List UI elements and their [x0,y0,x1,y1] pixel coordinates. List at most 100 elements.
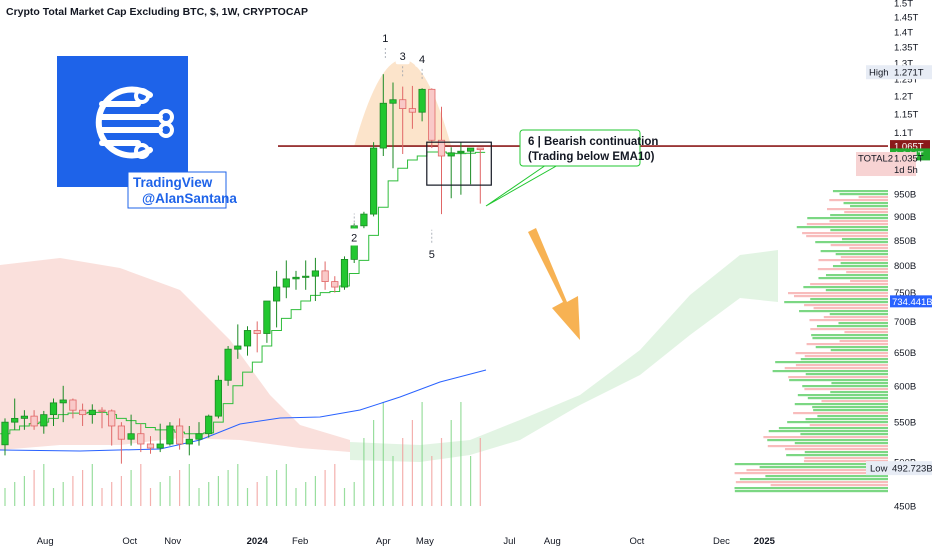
candle-body[interactable] [117,425,125,440]
volume-bar [373,420,375,506]
candle-body[interactable] [137,433,145,445]
volume-profile-row [734,463,888,466]
candle-body[interactable] [447,152,455,157]
volume-bar [450,420,452,506]
watermark-text-box [127,171,227,209]
candle-body[interactable] [30,415,38,427]
candle-body[interactable] [428,88,436,141]
volume-profile-row [838,322,888,325]
volume-profile-row [784,301,888,304]
candle-body[interactable] [175,425,184,445]
candle-body[interactable] [69,399,77,411]
candle-body[interactable] [98,409,106,412]
watermark-line-2: @AlanSantana [142,191,237,206]
candle-body[interactable] [399,99,407,109]
volume-profile-row [821,400,888,403]
candle-body[interactable] [457,150,465,154]
candle-body[interactable] [195,433,203,440]
volume-profile-row [807,217,888,220]
candle-body[interactable] [369,147,378,215]
price-axis[interactable]: 450B500B550B600B650B700B750B800B850B900B… [888,0,932,550]
candle-body[interactable] [389,99,397,104]
candle-body[interactable] [59,399,67,404]
volume-profile-row [767,439,888,442]
candle-body[interactable] [302,275,310,278]
volume-profile-row [813,409,888,412]
candle-body[interactable] [331,281,339,288]
logo-glyph [95,86,174,159]
candle-body[interactable] [108,410,116,427]
bearish-arrow [528,228,580,340]
candle-body[interactable] [1,421,9,446]
candle-body[interactable] [437,139,446,157]
consolidation-box[interactable] [426,141,492,186]
candle-body[interactable] [476,147,484,151]
candle-body[interactable] [418,88,426,113]
candle-body[interactable] [311,270,320,277]
volume-bar [111,482,113,506]
candle-body[interactable] [185,438,193,445]
candle-body[interactable] [79,409,87,416]
volume-profile-row [802,232,888,235]
candle-body[interactable] [234,345,242,350]
candle-body[interactable] [214,379,222,417]
candle-body[interactable] [360,213,368,227]
callout-annotation[interactable]: 6 | Bearish continuation (Trading below … [485,129,658,207]
candle-body[interactable] [408,108,417,113]
candle-body[interactable] [146,443,155,449]
candle-body[interactable] [224,348,232,381]
candle-body[interactable] [253,330,261,334]
candle-body[interactable] [88,409,96,416]
volume-profile-row [818,259,888,262]
volume-profile-row [827,208,888,211]
volume-profile-row [858,196,888,199]
candle-body[interactable] [40,414,48,427]
high-value: 1.271T [894,68,924,79]
volume-profile-row [793,412,888,415]
symbol-label: TOTAL2 [858,154,893,165]
volume-bar [52,488,55,506]
time-tick-label: 2024 [247,536,269,547]
candle-body[interactable] [263,300,271,334]
logo-node [134,143,150,159]
candle-body[interactable] [20,415,29,419]
candle-body[interactable] [321,270,329,282]
candle-body[interactable] [11,417,19,423]
wave-label-bg [415,49,430,67]
volume-bar [120,476,122,506]
candle-body[interactable] [282,278,290,288]
volume-profile-row [799,310,888,313]
candle-body[interactable] [156,443,164,449]
volume-bar [334,464,336,506]
time-tick-label: Oct [629,536,644,547]
candle-body[interactable] [379,102,387,149]
volume-profile-row [795,364,888,367]
candle-body[interactable] [466,147,475,152]
volume-profile-row [818,277,888,280]
volume-bar [72,476,74,506]
volume-profile-row [734,487,888,490]
volume-profile-row [804,451,888,454]
candle-body[interactable] [243,330,252,347]
candles[interactable] [1,74,484,464]
volume-profile-row [825,289,888,292]
candle-body[interactable] [272,286,281,302]
candle-body[interactable] [166,425,174,445]
volume-bar [179,470,181,506]
candle-body[interactable] [292,276,300,280]
time-tick-label: May [416,536,434,547]
volume-profile-row [823,316,888,319]
low-label: Low [870,464,888,475]
time-axis[interactable]: Aug Oct Nov 2024 Feb Apr May Jul Aug Oct Dec 2025 [37,536,776,547]
volume-profile-row [835,253,888,256]
volume-profile-row [784,448,888,451]
candle-body[interactable] [205,415,213,435]
candle-body[interactable] [49,402,58,416]
volume-profile-row [797,394,888,397]
volume-profile-row [816,325,888,328]
candle-body[interactable] [340,259,349,288]
volume-profile-row [840,262,888,265]
candle-body[interactable] [127,433,135,440]
volume-bar [343,488,346,506]
